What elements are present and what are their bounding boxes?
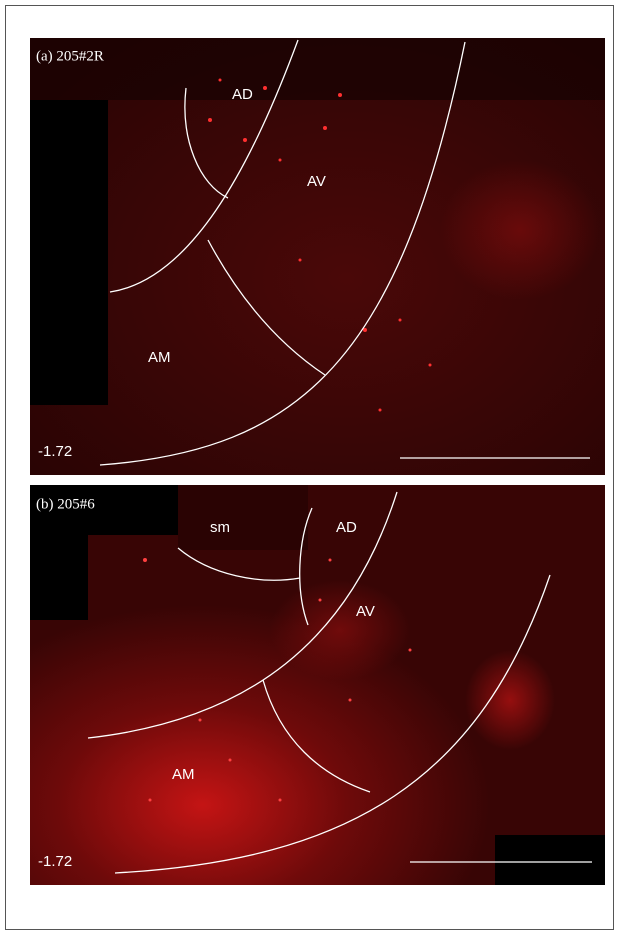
region-label: AD xyxy=(232,86,253,103)
panel-a: (a) 205#2R AD AV AM -1.72 xyxy=(30,38,605,475)
region-label: AV xyxy=(356,603,375,620)
glow xyxy=(270,580,410,680)
coordinate: -1.72 xyxy=(38,443,72,460)
region-label: AV xyxy=(307,173,326,190)
coordinate: -1.72 xyxy=(38,853,72,870)
panel-b: (b) 205#6 sm AD AV AM -1.72 xyxy=(30,485,605,885)
glow xyxy=(440,160,600,300)
dark-region xyxy=(178,485,308,550)
region-label: sm xyxy=(210,519,230,536)
figure: (a) 205#2R AD AV AM -1.72 (b) 205#6 sm A… xyxy=(0,0,619,936)
region-label: AD xyxy=(336,519,357,536)
region-label: AM xyxy=(148,349,171,366)
dark-region xyxy=(30,38,605,100)
dark-region xyxy=(30,100,108,405)
panel-label: (a) 205#2R xyxy=(36,48,104,64)
glow xyxy=(465,650,555,750)
dark-region xyxy=(495,835,605,885)
region-label: AM xyxy=(172,766,195,783)
dark-region xyxy=(88,485,178,535)
panel-label: (b) 205#6 xyxy=(36,496,95,512)
